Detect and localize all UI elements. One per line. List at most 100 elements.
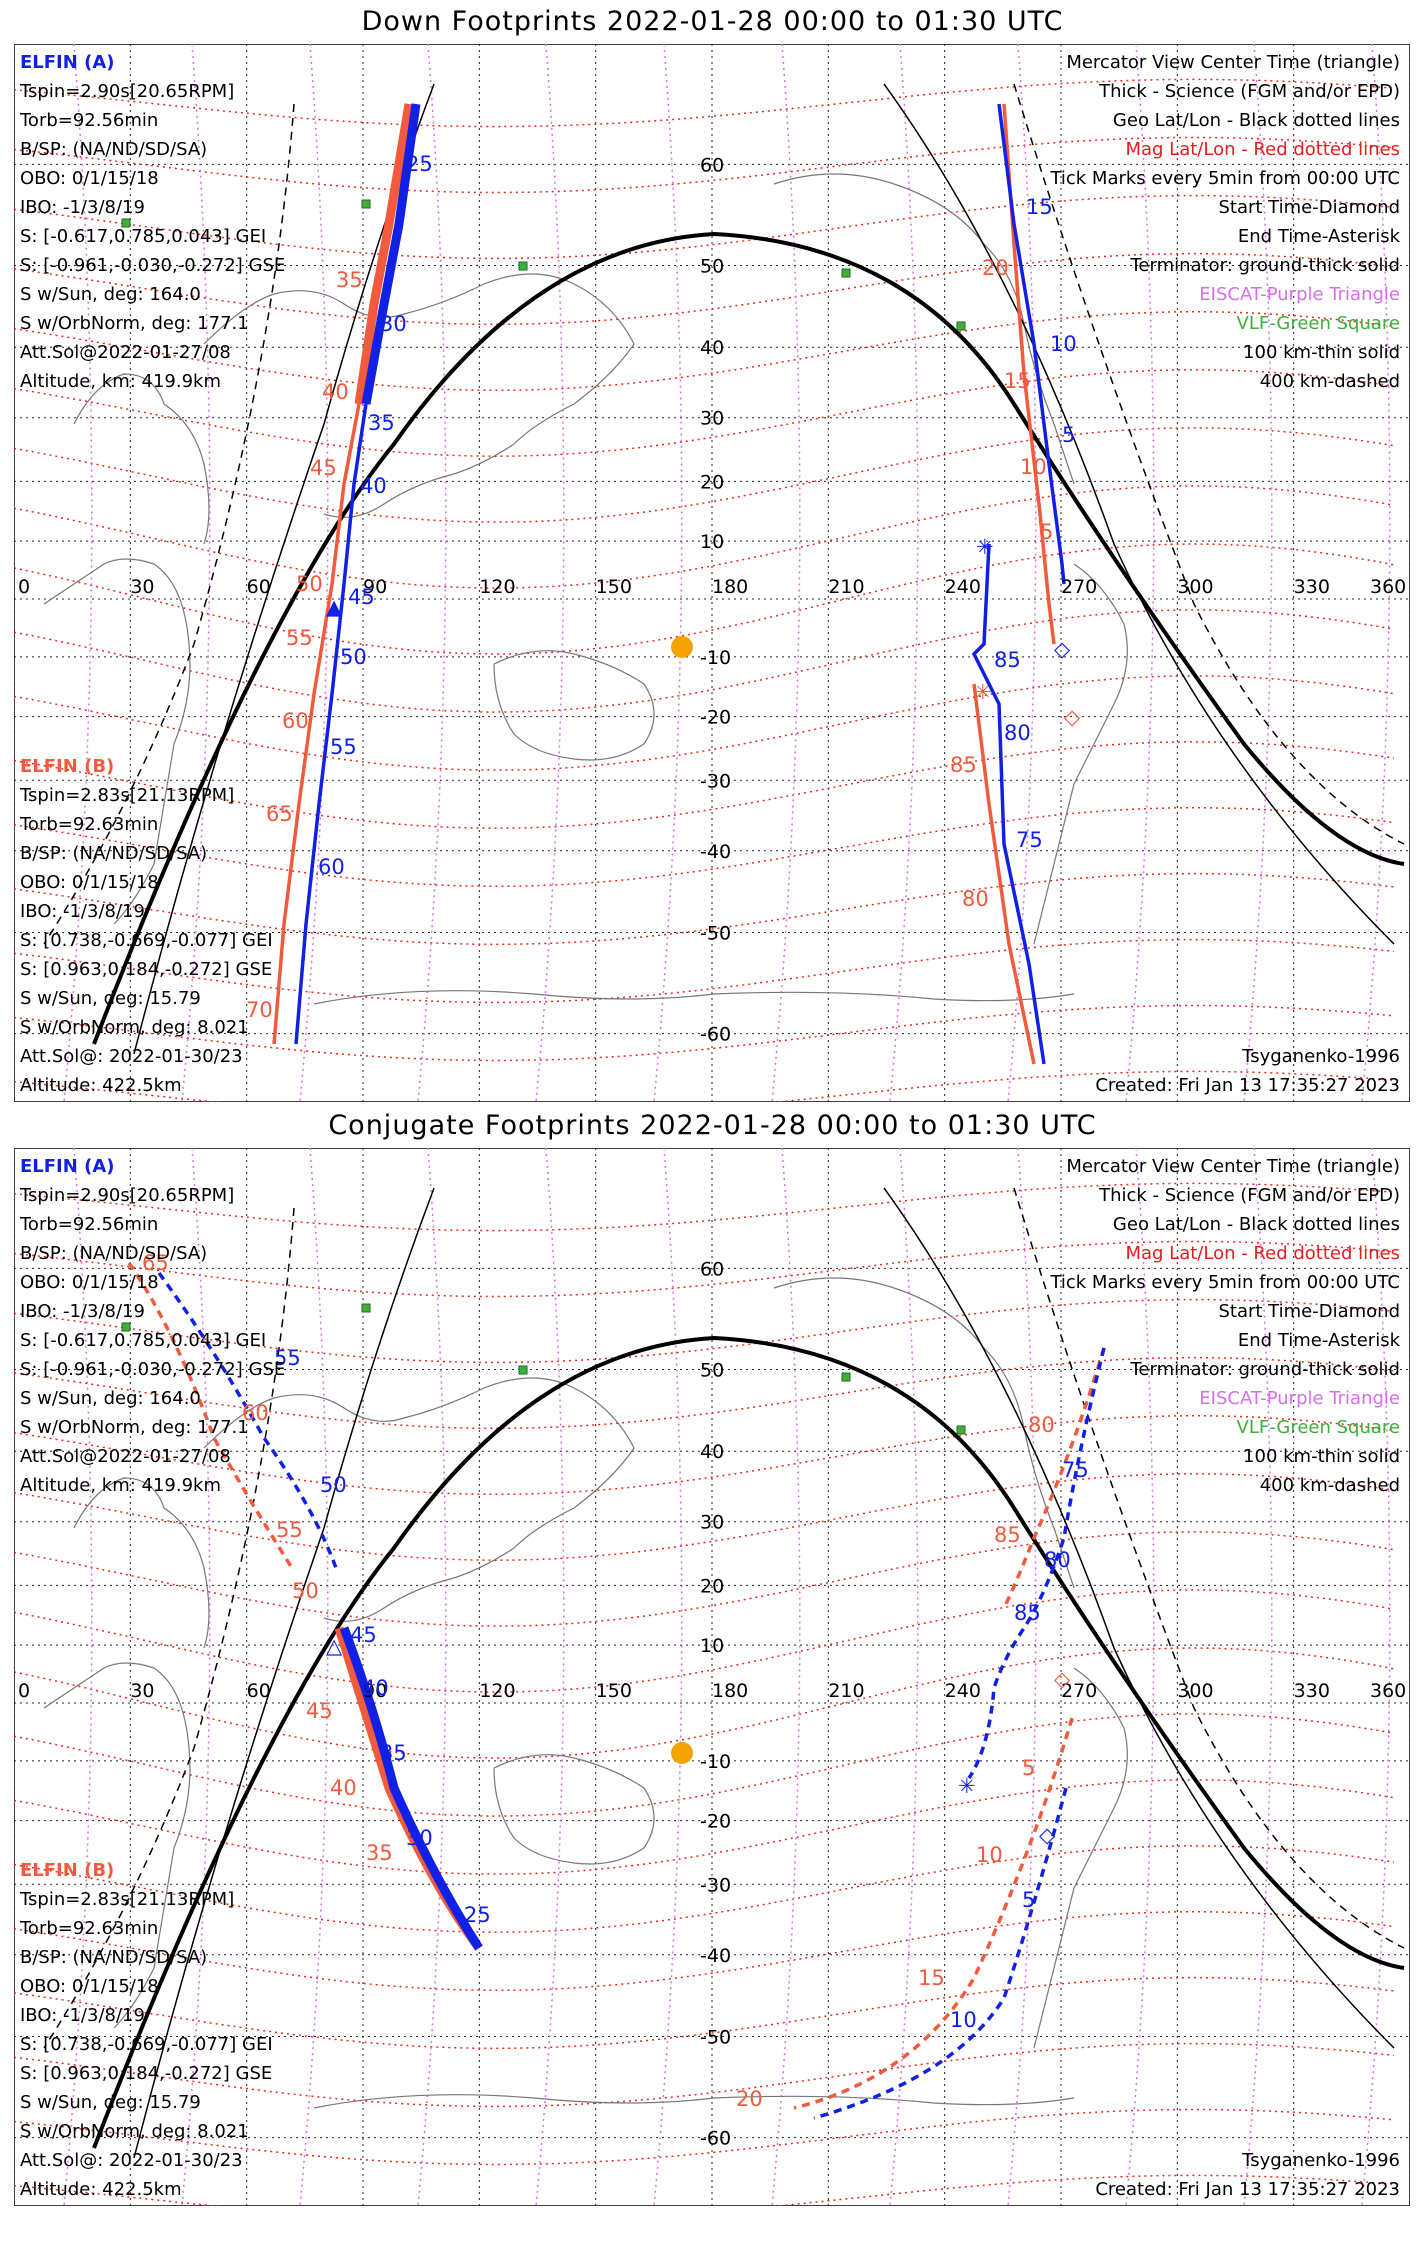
start-diamond-a: ◇ — [1039, 1823, 1056, 1847]
svg-text:Mercator View Center Time (tri: Mercator View Center Time (triangle) — [1066, 1156, 1400, 1177]
tick-label-a: 50 — [320, 1473, 347, 1497]
mag-lat-line — [14, 427, 1395, 523]
svg-text:S w/Sun, deg: 164.0: S w/Sun, deg: 164.0 — [20, 1388, 201, 1409]
svg-text:IBO: -1/3/8/19: IBO: -1/3/8/19 — [20, 197, 145, 218]
end-asterisk-b: ✳ — [974, 680, 992, 704]
end-asterisk-a: ✳ — [958, 1774, 976, 1798]
svg-text:IBO: -1/3/8/19: IBO: -1/3/8/19 — [20, 1301, 145, 1322]
lat-tick-label: 10 — [700, 531, 724, 553]
tick-label-b: 50 — [296, 572, 323, 596]
vlf-square — [956, 1425, 966, 1435]
mag-lon-line — [653, 1148, 683, 2206]
elfin-a-info: ELFIN (A) Tspin=2.90s[20.65RPM] Torb=92.… — [19, 52, 285, 392]
mag-lon-line — [771, 1148, 801, 2206]
lat-tick-label: 50 — [700, 255, 724, 277]
elfin-a-info: ELFIN (A) Tspin=2.90s[20.65RPM] Torb=92.… — [19, 1156, 285, 1496]
tick-label-b: 80 — [1028, 1413, 1055, 1437]
lat-tick-label: -40 — [700, 1945, 731, 1967]
lon-tick-label: 60 — [247, 576, 271, 598]
elfin-a-track — [294, 103, 1066, 1065]
coastlines — [43, 173, 1128, 1005]
svg-text:End Time-Asterisk: End Time-Asterisk — [1238, 1330, 1401, 1351]
svg-text:OBO: 0/1/15/18: OBO: 0/1/15/18 — [20, 168, 159, 189]
mag-lon-line — [417, 44, 447, 1102]
lat-tick-label: 30 — [700, 1512, 724, 1534]
svg-text:Geo Lat/Lon - Black dotted lin: Geo Lat/Lon - Black dotted lines — [1113, 110, 1400, 131]
tick-label-b: 70 — [246, 998, 273, 1022]
svg-text:Torb=92.56min: Torb=92.56min — [19, 1214, 158, 1235]
tick-label-a: 30 — [380, 312, 407, 336]
start-diamond-b: ◇ — [1064, 705, 1081, 729]
tick-label-a: 85 — [994, 648, 1021, 672]
tick-label-a: 55 — [274, 1346, 301, 1370]
sun-icon — [671, 1742, 693, 1764]
svg-text:VLF-Green Square: VLF-Green Square — [1237, 313, 1400, 334]
svg-text:S w/OrbNorm, deg: 8.021: S w/OrbNorm, deg: 8.021 — [20, 1017, 249, 1038]
tick-label-a: 75 — [1016, 828, 1043, 852]
end-asterisk-a: ✳ — [976, 535, 994, 559]
top-panel-title: Down Footprints 2022-01-28 00:00 to 01:3… — [361, 6, 1064, 37]
mag-lat-line — [14, 1976, 1395, 2050]
tick-label-b: 50 — [292, 1579, 319, 1603]
lon-tick-label: 300 — [1177, 576, 1213, 598]
tick-label-b: 65 — [266, 802, 293, 826]
lon-tick-label: 210 — [828, 576, 864, 598]
tick-label-b: 40 — [322, 380, 349, 404]
tick-label-b: 85 — [994, 1523, 1021, 1547]
svg-text:Tsyganenko-1996: Tsyganenko-1996 — [1241, 2150, 1400, 2171]
lat-tick-label: -40 — [700, 841, 731, 863]
tick-label-a: 75 — [1062, 1458, 1089, 1482]
terminator-lines — [43, 1187, 1405, 2159]
lat-tick-label: -60 — [700, 2128, 731, 2150]
tick-label-a: 50 — [340, 645, 367, 669]
svg-text:B/SP: (NA/ND/SD/SA): B/SP: (NA/ND/SD/SA) — [20, 139, 207, 160]
svg-text:400 km-dashed: 400 km-dashed — [1260, 371, 1400, 392]
lon-tick-label: 0 — [18, 1680, 30, 1702]
svg-text:Altitude: 422.5km: Altitude: 422.5km — [20, 1075, 182, 1096]
mag-grid — [14, 44, 1395, 1102]
mag-lon-line — [417, 1148, 447, 2206]
mag-lon-line — [535, 44, 565, 1102]
lat-tick-label: -20 — [700, 707, 731, 729]
vlf-square — [361, 1303, 371, 1313]
vlf-square — [956, 321, 966, 331]
legend: Mercator View Center Time (triangle) Thi… — [1049, 52, 1400, 1096]
mag-lon-line — [1125, 44, 1155, 1102]
tick-label-a: 45 — [348, 585, 375, 609]
svg-text:Tick Marks every 5min from 00:: Tick Marks every 5min from 00:00 UTC — [1049, 168, 1400, 189]
svg-text:Mag Lat/Lon - Red dotted lines: Mag Lat/Lon - Red dotted lines — [1125, 1243, 1400, 1264]
geo-grid — [14, 44, 1410, 1102]
svg-text:S: [0.738,-0.669,-0.077] GEI: S: [0.738,-0.669,-0.077] GEI — [20, 2034, 273, 2055]
mag-lon-line — [181, 1148, 211, 2206]
lon-tick-label: 150 — [596, 1680, 632, 1702]
svg-text:Tick Marks every 5min from 00:: Tick Marks every 5min from 00:00 UTC — [1049, 1272, 1400, 1293]
svg-text:Torb=92.63min: Torb=92.63min — [19, 1918, 158, 1939]
center-time-triangle: ▲ — [326, 595, 343, 619]
lat-tick-label: -60 — [700, 1024, 731, 1046]
mag-lon-line — [889, 44, 919, 1102]
lon-tick-label: 210 — [828, 1680, 864, 1702]
mag-lon-line — [889, 1148, 919, 2206]
tick-label-a: 35 — [380, 1741, 407, 1765]
tick-label-a: 30 — [406, 1826, 433, 1850]
svg-text:S: [0.738,-0.669,-0.077] GEI: S: [0.738,-0.669,-0.077] GEI — [20, 930, 273, 951]
mag-lon-line — [771, 44, 801, 1102]
lon-tick-label: 60 — [247, 1680, 271, 1702]
lon-tick-label: 240 — [945, 1680, 981, 1702]
mag-lat-line — [14, 1473, 1395, 1561]
lon-tick-label: 360 — [1370, 576, 1406, 598]
mag-lat-line — [14, 675, 1395, 771]
svg-text:Tspin=2.83s[21.13RPM]: Tspin=2.83s[21.13RPM] — [19, 1889, 234, 1910]
lat-tick-label: 10 — [700, 1635, 724, 1657]
mag-lon-line — [1007, 1148, 1037, 2206]
mag-lat-line — [14, 1070, 1395, 1102]
lat-tick-label: -30 — [700, 1874, 731, 1896]
svg-text:Tspin=2.90s[20.65RPM]: Tspin=2.90s[20.65RPM] — [19, 1185, 234, 1206]
svg-text:100 km-thin solid: 100 km-thin solid — [1243, 342, 1400, 363]
svg-text:B/SP: (NA/ND/SD/SA): B/SP: (NA/ND/SD/SA) — [20, 843, 207, 864]
svg-text:Mag Lat/Lon - Red dotted lines: Mag Lat/Lon - Red dotted lines — [1125, 139, 1400, 160]
elfin-b-info: ELFIN (B) Tspin=2.83s[21.13RPM] Torb=92.… — [19, 756, 273, 1096]
mag-lat-line — [14, 1779, 1395, 1875]
lat-tick-label: 60 — [700, 1258, 724, 1280]
